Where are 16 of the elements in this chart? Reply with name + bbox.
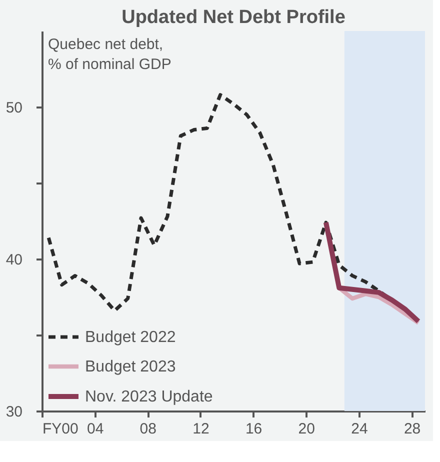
chart-title: Updated Net Debt Profile	[122, 7, 346, 28]
x-tick-label: 16	[245, 420, 262, 438]
x-tick-label: 24	[351, 420, 368, 438]
x-tick-label: 20	[298, 420, 315, 438]
y-tick-label: 50	[6, 100, 22, 116]
x-tick-label: 12	[192, 420, 210, 438]
legend-label: Budget 2022	[85, 329, 176, 346]
x-tick-label: 28	[404, 420, 421, 438]
y-axis-title: Quebec net debt, % of nominal GDP	[48, 36, 172, 73]
x-tick-label: 04	[86, 420, 104, 438]
x-tick-label: 08	[140, 420, 156, 438]
x-tick-label: FY00	[42, 420, 78, 438]
legend-label: Budget 2023	[85, 358, 176, 376]
legend-label: Nov. 2023 Update	[85, 388, 213, 406]
y-tick-label: 40	[6, 252, 22, 268]
y-tick-label: 30	[6, 404, 22, 420]
